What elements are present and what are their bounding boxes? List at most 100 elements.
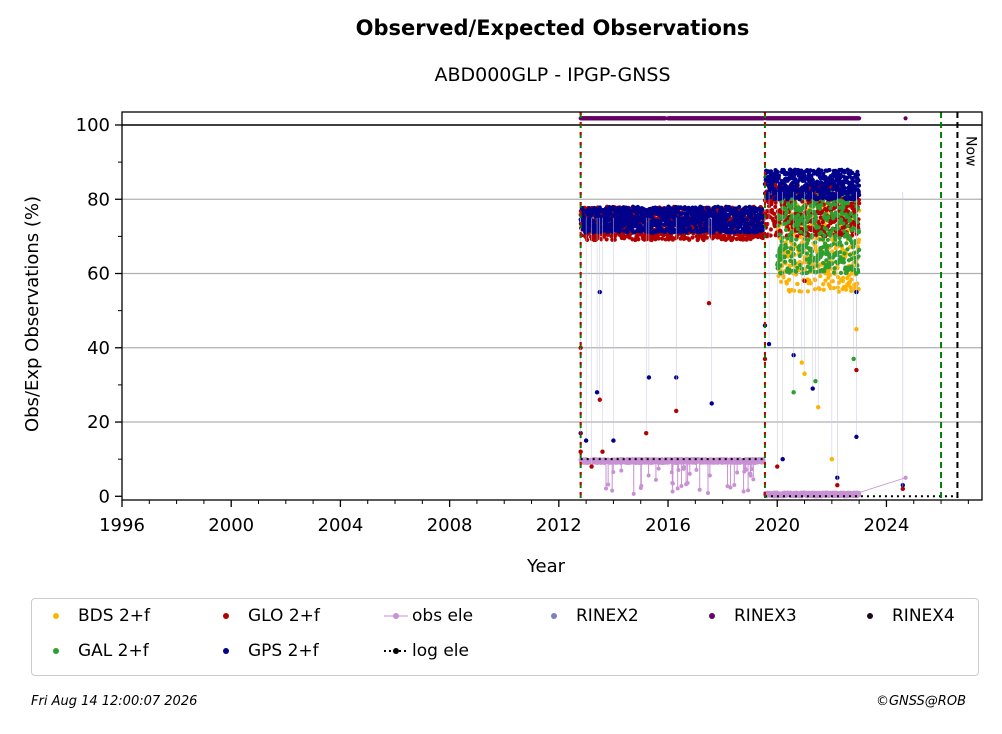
point-bds-2-f (781, 275, 786, 280)
point-bds-2-f (779, 279, 784, 284)
point-gal-2-f (794, 237, 799, 242)
point-glo-2-f (773, 200, 778, 205)
point-gal-2-f (847, 252, 853, 257)
point-bds-2-f (784, 281, 789, 286)
point-gal-2-f (839, 243, 844, 248)
point-gal-2-f (857, 247, 862, 252)
point-bds-2-f (835, 275, 841, 280)
point-bds-2-f (821, 287, 826, 292)
point-glo-2-f (612, 237, 617, 242)
point-gal-2-f (810, 265, 815, 270)
point-bds-2-f (818, 274, 823, 279)
point-bds-2-f (812, 287, 818, 292)
point-bds-2-f (795, 281, 800, 287)
point-gal-2-f (807, 260, 812, 265)
point-gal-2-f (809, 249, 815, 254)
point-gal-2-f (789, 235, 794, 240)
point-gal-2-f (819, 230, 824, 235)
point-gal-2-f (813, 240, 818, 245)
point-gal-2-f (786, 219, 791, 224)
point-bds-2-f (835, 285, 840, 290)
point-gal-2-f (841, 221, 846, 226)
point-gal-2-f (802, 202, 808, 207)
point-bds-2-f (791, 288, 797, 293)
point-gal-2-f (855, 263, 860, 268)
point-glo-2-f (599, 237, 604, 242)
point-gal-2-f (784, 209, 789, 214)
point-bds-2-f (831, 285, 837, 291)
point-gal-2-f (841, 260, 846, 265)
point-gal-2-f (844, 231, 850, 236)
point-gal-2-f (788, 269, 793, 274)
chart-title: Observed/Expected Observations (355, 16, 750, 40)
point-gal-2-f (807, 208, 812, 213)
point-bds-2-f (808, 281, 813, 286)
point-bds-2-f (840, 278, 846, 284)
point-gal-2-f (845, 223, 850, 229)
point-bds-2-f (823, 278, 828, 283)
point-gal-2-f (792, 260, 797, 266)
point-gal-2-f (848, 218, 853, 223)
point-glo-2-f (795, 234, 800, 239)
point-glo-2-f (773, 204, 778, 210)
point-gal-2-f (851, 244, 856, 249)
point-glo-2-f (690, 235, 695, 240)
point-bds-2-f (813, 277, 818, 283)
point-gal-2-f (779, 270, 785, 275)
point-bds-2-f (830, 279, 836, 284)
point-bds-2-f (817, 286, 822, 292)
point-glo-2-f (768, 233, 773, 238)
chart-subtitle: ABD000GLP - IPGP-GNSS (434, 64, 671, 86)
point-gal-2-f (820, 237, 826, 242)
point-glo-2-f (768, 227, 773, 232)
point-gal-2-f (789, 206, 794, 211)
point-gal-2-f (785, 236, 790, 241)
point-gal-2-f (838, 270, 844, 275)
point-glo-2-f (722, 233, 727, 238)
point-bds-2-f (787, 277, 792, 282)
point-gal-2-f (793, 269, 799, 274)
point-gal-2-f (802, 232, 807, 237)
point-gal-2-f (795, 226, 800, 232)
point-gal-2-f (856, 230, 862, 235)
point-bds-2-f (805, 289, 811, 294)
point-gal-2-f (817, 206, 822, 211)
point-glo-2-f (704, 235, 710, 240)
point-gal-2-f (808, 213, 813, 218)
point-glo-2-f (826, 224, 831, 229)
point-bds-2-f (848, 285, 853, 290)
point-gal-2-f (823, 211, 828, 216)
point-rinex3 (903, 116, 908, 121)
point-gal-2-f (856, 254, 861, 259)
point-glo-2-f (765, 221, 770, 227)
point-gal-2-f (833, 237, 838, 242)
point-gal-2-f (844, 241, 849, 246)
point-gal-2-f (804, 251, 810, 256)
point-gal-2-f (790, 247, 796, 252)
point-gal-2-f (779, 239, 784, 244)
point-bds-2-f (836, 289, 841, 294)
point-gal-2-f (799, 266, 805, 271)
point-bds-2-f (836, 280, 842, 285)
point-gal-2-f (851, 225, 856, 231)
point-gps-2-f (586, 228, 591, 233)
point-gal-2-f (800, 271, 805, 276)
point-gal-2-f (824, 227, 829, 232)
point-gal-2-f (784, 245, 789, 250)
point-glo-2-f (659, 236, 665, 241)
point-glo-2-f (604, 237, 609, 242)
point-gal-2-f (845, 247, 850, 252)
point-gal-2-f (832, 266, 837, 271)
point-gal-2-f (782, 254, 787, 259)
point-glo-2-f (731, 235, 736, 240)
point-gal-2-f (826, 214, 831, 220)
point-bds-2-f (821, 282, 826, 287)
point-gal-2-f (830, 226, 835, 231)
point-glo-2-f (769, 199, 774, 204)
point-gal-2-f (853, 259, 858, 264)
point-gal-2-f (838, 250, 843, 255)
point-gal-2-f (842, 251, 847, 256)
data-points (578, 116, 908, 499)
point-gal-2-f (785, 250, 791, 255)
